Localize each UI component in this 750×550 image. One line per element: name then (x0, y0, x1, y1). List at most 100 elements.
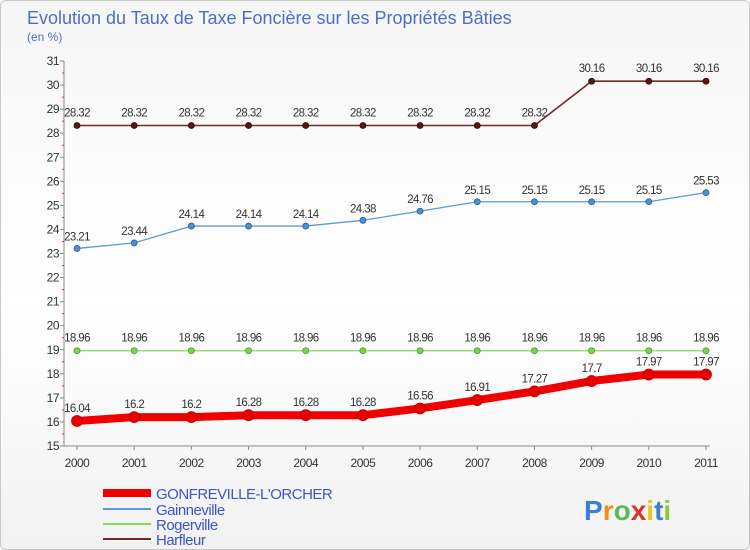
y-tick-label: 30 (47, 78, 60, 92)
proxiti-logo: Proxiti (584, 495, 671, 526)
data-point (471, 394, 484, 406)
data-label: 16.2 (124, 399, 144, 411)
data-label: 17.7 (582, 363, 602, 375)
data-point (702, 77, 710, 85)
data-point (585, 375, 598, 387)
y-tick-label: 16 (47, 415, 60, 429)
data-label: 30.16 (636, 63, 662, 75)
data-label: 18.96 (121, 333, 147, 345)
data-point (302, 122, 310, 129)
data-point (130, 122, 138, 129)
data-label: 24.38 (350, 203, 376, 215)
data-label: 18.96 (236, 333, 262, 345)
data-point (73, 122, 81, 129)
chart-title: Evolution du Taux de Taxe Foncière sur l… (27, 8, 512, 28)
y-tick-label: 28 (47, 126, 60, 140)
series-line-gainneville (76, 191, 707, 250)
data-label: 28.32 (522, 107, 548, 119)
data-label: 18.96 (636, 333, 662, 345)
data-label: 18.96 (464, 333, 490, 345)
y-tick-label: 17 (47, 391, 60, 405)
data-label: 16.28 (236, 397, 262, 409)
data-point (302, 222, 310, 230)
data-label: 23.21 (64, 231, 90, 243)
y-tick-label: 24 (47, 222, 60, 236)
data-point (245, 222, 252, 230)
logo-letter: P (584, 495, 603, 526)
data-label: 17.97 (636, 357, 662, 369)
logo-letter: x (631, 495, 647, 526)
data-point (302, 347, 310, 355)
data-point (588, 347, 596, 355)
data-point (416, 207, 424, 215)
data-label: 18.96 (579, 333, 605, 345)
data-point (73, 347, 81, 355)
data-point (473, 347, 481, 355)
x-tick-label: 2003 (236, 456, 262, 470)
y-tick-label: 20 (47, 319, 60, 333)
data-point (187, 122, 195, 129)
data-label: 24.14 (236, 209, 263, 221)
data-point (71, 415, 83, 427)
y-tick-label: 27 (47, 150, 60, 164)
data-point (185, 411, 198, 424)
data-point (128, 411, 141, 424)
x-tick-label: 2000 (65, 456, 91, 470)
data-point (187, 347, 195, 355)
x-tick-label: 2001 (122, 456, 148, 470)
x-tick-label: 2010 (636, 456, 662, 470)
data-label: 28.32 (464, 107, 490, 119)
data-point (357, 409, 369, 422)
data-label: 24.14 (293, 209, 320, 221)
x-tick-label: 2007 (465, 456, 491, 470)
legend-label: Gainneville (156, 502, 225, 519)
data-point (359, 347, 367, 355)
logo-letter: i (663, 495, 671, 526)
data-label: 25.53 (693, 176, 719, 188)
data-point (645, 347, 653, 355)
data-label: 24.76 (407, 194, 433, 206)
data-point (702, 189, 710, 197)
series-gonfreville-l-orcher: 16.04 16.2 16.2 16.28 16.28 16.28 16.56 16.91 17… (64, 357, 720, 427)
y-tick-label: 19 (47, 343, 60, 357)
axes: 15 16 17 18 19 20 21 22 23 24 25 26 27 28 29 30 31 2000 20… (47, 54, 720, 470)
y-tick-label: 22 (47, 271, 60, 285)
data-point (299, 409, 312, 422)
data-point (187, 222, 195, 230)
data-label: 17.27 (522, 373, 548, 385)
logo-letter: o (614, 495, 631, 526)
data-label: 25.15 (636, 185, 662, 197)
series-gainneville: 23.21 23.44 24.14 24.14 24.14 24.38 24.76 25.15… (64, 176, 720, 252)
series-harfleur: 28.32 28.32 28.32 28.32 28.32 28.32 28.32 28.32… (64, 63, 720, 129)
y-tick-label: 26 (47, 174, 60, 188)
data-point (645, 77, 653, 85)
x-tick-label: 2009 (579, 456, 605, 470)
data-label: 28.32 (350, 107, 376, 119)
data-label: 30.16 (579, 63, 605, 75)
series-layer: 28.32 28.32 28.32 28.32 28.32 28.32 28.32 28.32… (64, 63, 720, 427)
data-point (245, 122, 252, 129)
x-tick-label: 2004 (293, 456, 319, 470)
logo-letter: i (646, 495, 654, 526)
data-label: 18.96 (407, 333, 433, 345)
data-point (416, 347, 424, 355)
data-label: 24.14 (178, 209, 205, 221)
data-point (531, 347, 538, 355)
legend-label: GONFREVILLE-L'ORCHER (156, 486, 333, 503)
data-point (645, 198, 653, 206)
data-label: 18.96 (522, 333, 548, 345)
data-point (242, 409, 255, 422)
y-tick-label: 21 (47, 295, 60, 309)
data-point (414, 402, 426, 415)
data-label: 30.16 (693, 63, 719, 75)
data-label: 25.15 (522, 185, 548, 197)
logo-letter: t (654, 495, 663, 526)
legend-label: Rogerville (156, 517, 218, 534)
data-label: 23.44 (121, 226, 148, 238)
series-line-gonfreville-l-orcher (73, 370, 710, 425)
data-point (130, 239, 138, 247)
data-point (359, 216, 367, 224)
data-label: 16.91 (464, 382, 490, 394)
x-tick-label: 2008 (522, 456, 548, 470)
